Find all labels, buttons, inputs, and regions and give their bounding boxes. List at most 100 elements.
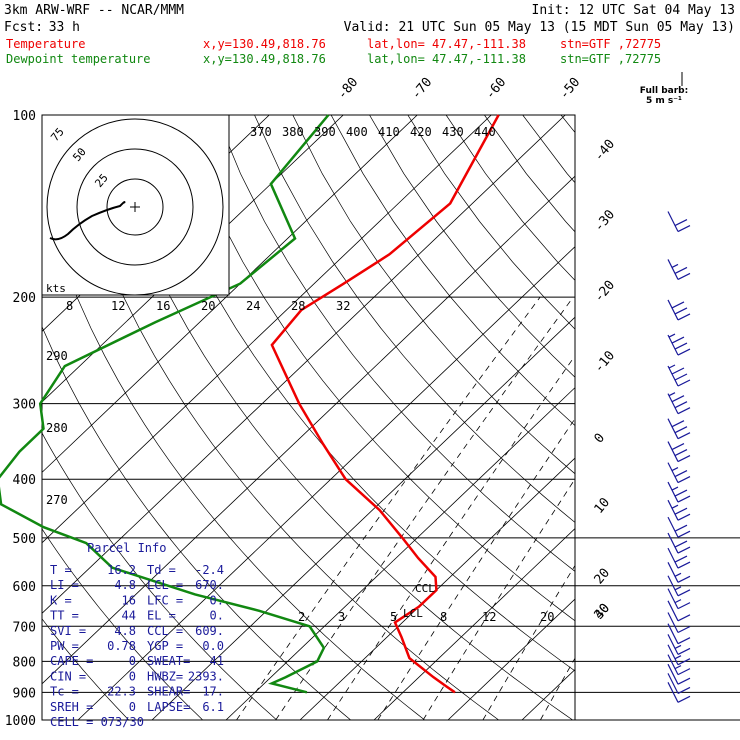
- pressure-tick-900: 900: [13, 686, 36, 701]
- wind-barb-420: [667, 481, 691, 503]
- model-title: 3km ARW-WRF -- NCAR/MMM: [4, 3, 184, 18]
- fcst-value: 33 h: [49, 20, 80, 35]
- profile-curves: [0, 114, 500, 694]
- wind-barb-840: [667, 663, 691, 685]
- wind-barb-450: [667, 499, 691, 521]
- dewpoint-legend-row: Dewpoint temperature x,y=130.49,818.76 l…: [6, 52, 661, 66]
- pressure-tick-400: 400: [13, 473, 36, 488]
- pressure-tick-100: 100: [13, 109, 36, 124]
- parcel-label: Td =: [147, 563, 176, 577]
- parcel-label: SVI =: [50, 624, 86, 638]
- wind-barb-630: [667, 588, 691, 610]
- parcel-row-7: CIN = 0 HWBZ= 2393.: [50, 669, 224, 683]
- dewpoint-latlon: lat,lon= 47.47,-111.38: [367, 52, 526, 66]
- isotherm-lines: [42, 115, 575, 720]
- parcel-row-3: TT = 44 EL = 0.: [50, 609, 224, 623]
- mixing-upper-6: 32: [336, 299, 350, 313]
- temperature-legend-row: Temperature x,y=130.49,818.76 lat,lon= 4…: [6, 37, 661, 51]
- isotherm-label-7: -10: [592, 348, 619, 376]
- isotherm-label-3: -50: [557, 75, 584, 103]
- parcel-row-2: K = 16 LFC = 0.: [50, 593, 224, 607]
- parcel-row-0: T = 16.2 Td = -2.4: [50, 563, 224, 577]
- parcel-label: SWEAT=: [147, 654, 190, 668]
- pressure-tick-1000: 1000: [5, 714, 36, 729]
- parcel-label: PW =: [50, 639, 79, 653]
- mixing-lower-0: 2: [298, 610, 305, 624]
- parcel-value: 22.3: [107, 685, 136, 699]
- parcel-label: K =: [50, 593, 72, 607]
- mixing-lower-2: 5: [390, 610, 397, 624]
- parcel-value: 0.0: [202, 639, 224, 653]
- parcel-label: CCL =: [147, 624, 183, 638]
- mixing-ratio-lines: [236, 296, 575, 720]
- wind-barb-720: [667, 623, 691, 645]
- theta-left-label-290: 290: [46, 349, 68, 363]
- parcel-label: Tc =: [50, 685, 79, 699]
- isotherm-label-10: 20: [592, 566, 614, 588]
- mixing-upper-3: 20: [201, 299, 215, 313]
- theta-label-440: 440: [474, 125, 496, 139]
- wind-barb-240: [667, 333, 691, 356]
- hodograph: 25 50 75 kts: [41, 114, 230, 296]
- parcel-value: 0.: [210, 593, 224, 607]
- dewpoint-xy: x,y=130.49,818.76: [203, 52, 326, 66]
- barb-key-units: 5 m s⁻¹: [646, 96, 682, 106]
- parcel-label: LCL =: [147, 578, 183, 592]
- wind-barb-900: [667, 682, 691, 703]
- parcel-info-panel: Parcel Info T = 16.2 Td = -2.4 LI = 4.8 LCL = 6…: [50, 541, 224, 729]
- mixing-lower-3: 8: [440, 610, 447, 624]
- parcel-value: 0.78: [107, 639, 136, 653]
- parcel-label: HWBZ=: [147, 669, 183, 683]
- mixing-lower-5: 20: [540, 610, 554, 624]
- mixing-upper-0: 8: [66, 299, 73, 313]
- parcel-row-9: SREH = 0 LAPSE= 6.1: [50, 700, 224, 714]
- mixing-upper-1: 12: [111, 299, 125, 313]
- theta-label-420: 420: [410, 125, 432, 139]
- wind-barb-330: [667, 418, 691, 440]
- parcel-label: LFC =: [147, 593, 183, 607]
- theta-label-430: 430: [442, 125, 464, 139]
- isotherm-label-12: 40: [592, 601, 614, 623]
- parcel-value: 0: [129, 669, 136, 683]
- pressure-tick-700: 700: [13, 620, 36, 635]
- isotherm-label-4: -40: [592, 137, 619, 165]
- pressure-tick-200: 200: [13, 291, 36, 306]
- wind-barb-570: [667, 562, 691, 583]
- isotherm-label-6: -20: [592, 278, 619, 306]
- isotherm-label-5: -30: [592, 207, 619, 235]
- mixing-upper-5: 28: [291, 299, 305, 313]
- parcel-value: 670.: [195, 578, 224, 592]
- wind-barb-180: [667, 259, 691, 280]
- parcel-row-1: LI = 4.8 LCL = 670.: [50, 578, 224, 592]
- parcel-label: CAPE =: [50, 654, 93, 668]
- parcel-value: 0.: [210, 609, 224, 623]
- wind-barb-360: [667, 441, 691, 463]
- wind-barbs: [667, 211, 691, 703]
- parcel-label: TT =: [50, 609, 79, 623]
- parcel-row-6: CAPE = 0 SWEAT= 41: [50, 654, 224, 668]
- parcel-label: EL =: [147, 609, 176, 623]
- wind-barb-690: [667, 612, 691, 634]
- lcl-marker: LCL: [403, 607, 423, 620]
- init-time: Init: 12 UTC Sat 04 May 13: [532, 3, 736, 18]
- parcel-info-title: Parcel Info: [87, 541, 166, 555]
- parcel-value: 41: [210, 654, 224, 668]
- dewpoint-stn: stn=GTF ,72775: [560, 52, 661, 66]
- wind-barb-510: [667, 532, 691, 554]
- wind-barb-150: [667, 211, 691, 233]
- parcel-value: 16: [122, 593, 136, 607]
- parcel-value: 609.: [195, 624, 224, 638]
- mixing-lower-1: 3: [338, 610, 345, 624]
- mixing-upper-2: 16: [156, 299, 170, 313]
- ccl-marker: CCL: [415, 582, 435, 595]
- theta-label-410: 410: [378, 125, 400, 139]
- parcel-value: 2393.: [188, 669, 224, 683]
- parcel-label: LAPSE=: [147, 700, 190, 714]
- wind-barb-300: [667, 392, 691, 415]
- skewt-grid: [41, 114, 740, 721]
- parcel-label: SHEAR=: [147, 685, 190, 699]
- parcel-value: 4.8: [114, 624, 136, 638]
- theta-label-380: 380: [282, 125, 304, 139]
- pressure-tick-500: 500: [13, 532, 36, 547]
- parcel-value: 4.8: [114, 578, 136, 592]
